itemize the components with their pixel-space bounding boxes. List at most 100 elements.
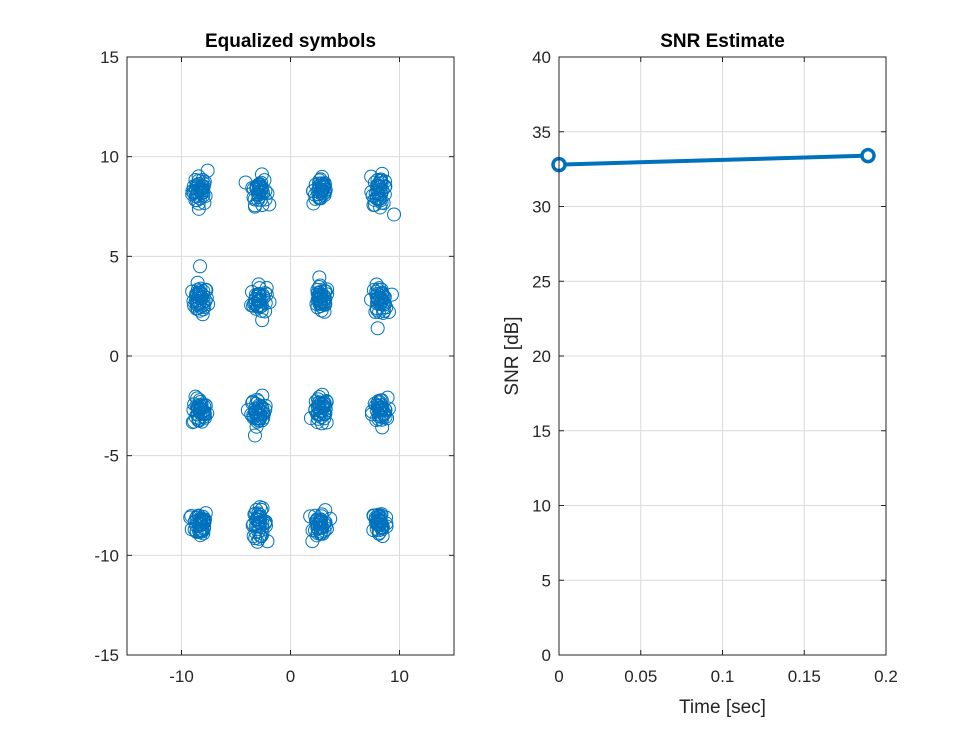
constellation-y-tick-label: 10	[100, 148, 119, 167]
constellation-point	[316, 516, 331, 531]
constellation-point	[247, 296, 262, 311]
constellation-point	[316, 295, 331, 310]
constellation-point	[364, 407, 379, 422]
constellation-point	[364, 169, 379, 184]
constellation-point	[247, 428, 262, 443]
snr-y-tick-label: 20	[532, 347, 551, 366]
constellation-x-tick-label: -10	[169, 667, 194, 686]
constellation-y-tick-label: 5	[110, 247, 119, 266]
snr-axes-border	[558, 56, 887, 656]
constellation-point	[192, 296, 207, 311]
constellation-point	[370, 399, 385, 414]
constellation-point	[315, 182, 330, 197]
constellation-point	[313, 278, 328, 293]
constellation-point	[372, 305, 387, 320]
constellation-point	[371, 526, 386, 541]
constellation-title: Equalized symbols	[205, 31, 376, 52]
constellation-point	[314, 287, 329, 302]
snr-y-tick-label: 40	[532, 48, 551, 67]
constellation-ticks: -10 0 10 -15 -10 -5 0 5 10 15	[94, 48, 454, 686]
constellation-point	[313, 526, 328, 541]
constellation-point	[248, 296, 263, 311]
constellation-point	[313, 191, 328, 206]
constellation-point	[185, 415, 200, 430]
constellation-x-tick-label: 10	[390, 667, 409, 686]
snr-y-tick-label: 30	[532, 198, 551, 217]
constellation-point	[195, 405, 210, 420]
constellation-point	[380, 411, 395, 426]
constellation-point	[192, 284, 207, 299]
constellation-point	[251, 184, 266, 199]
snr-y-tick-label: 35	[532, 123, 551, 142]
constellation-point	[183, 510, 198, 525]
constellation-point	[198, 398, 213, 413]
constellation-y-tick-label: -10	[94, 546, 119, 565]
constellation-point	[378, 179, 393, 194]
constellation-point	[255, 313, 270, 328]
snr-point	[860, 147, 876, 164]
constellation-point	[313, 401, 328, 416]
constellation-point	[187, 414, 202, 429]
constellation-point	[252, 500, 267, 515]
constellation-point	[384, 287, 399, 302]
constellation-point	[193, 259, 208, 274]
constellation-point	[262, 197, 277, 212]
snr-x-tick-label: 0.15	[788, 667, 821, 686]
snr-y-tick-label: 25	[532, 272, 551, 291]
constellation-point	[305, 184, 320, 199]
constellation-point	[369, 511, 384, 526]
constellation-point	[318, 518, 333, 533]
constellation-point	[245, 395, 260, 410]
constellation-point	[249, 179, 264, 194]
constellation-point	[254, 167, 269, 182]
constellation-point	[316, 180, 331, 195]
constellation-point	[370, 321, 385, 336]
constellation-point	[249, 406, 264, 421]
constellation-point	[375, 287, 390, 302]
constellation-point	[373, 200, 388, 215]
constellation-point	[190, 282, 205, 297]
constellation-point	[316, 288, 331, 303]
constellation-point	[260, 534, 275, 549]
constellation-point	[198, 188, 213, 203]
constellation-plot: -10 0 10 -15 -10 -5 0 5 10 15 Equalized symbols	[94, 31, 455, 686]
snr-x-tick-label: 0	[554, 667, 563, 686]
constellation-point	[252, 281, 267, 296]
constellation-point	[200, 163, 215, 178]
constellation-point	[247, 507, 262, 522]
constellation-points	[183, 163, 402, 549]
constellation-point	[371, 191, 386, 206]
constellation-y-tick-label: 15	[100, 48, 119, 67]
snr-x-axis-label: Time [sec]	[679, 697, 766, 718]
constellation-axes-border	[126, 56, 455, 656]
constellation-point	[317, 395, 332, 410]
constellation-point	[185, 184, 200, 199]
snr-y-tick-label: 0	[542, 646, 551, 665]
constellation-point	[201, 297, 216, 312]
constellation-point	[376, 296, 391, 311]
constellation-point	[258, 514, 273, 529]
constellation-point	[188, 172, 203, 187]
constellation-point	[246, 529, 261, 544]
constellation-point	[314, 184, 329, 199]
snr-plot: 0 0.05 0.1 0.15 0.2 0 5 10 15 20 25 30 35 40 SNR Esti…	[502, 31, 898, 718]
constellation-point	[190, 275, 205, 290]
constellation-point	[372, 525, 387, 540]
constellation-point	[311, 411, 326, 426]
constellation-point	[250, 411, 265, 426]
constellation-point	[314, 416, 329, 431]
constellation-point	[315, 387, 330, 402]
constellation-y-tick-label: -5	[104, 447, 119, 466]
constellation-point	[375, 301, 390, 316]
constellation-point	[196, 526, 211, 541]
constellation-point	[249, 512, 264, 527]
snr-line	[558, 153, 869, 167]
constellation-point	[192, 517, 207, 532]
constellation-point	[311, 396, 326, 411]
constellation-point	[197, 399, 212, 414]
constellation-point	[259, 281, 274, 296]
constellation-y-tick-label: -15	[94, 646, 119, 665]
snr-x-tick-label: 0.05	[624, 667, 657, 686]
constellation-point	[194, 511, 209, 526]
